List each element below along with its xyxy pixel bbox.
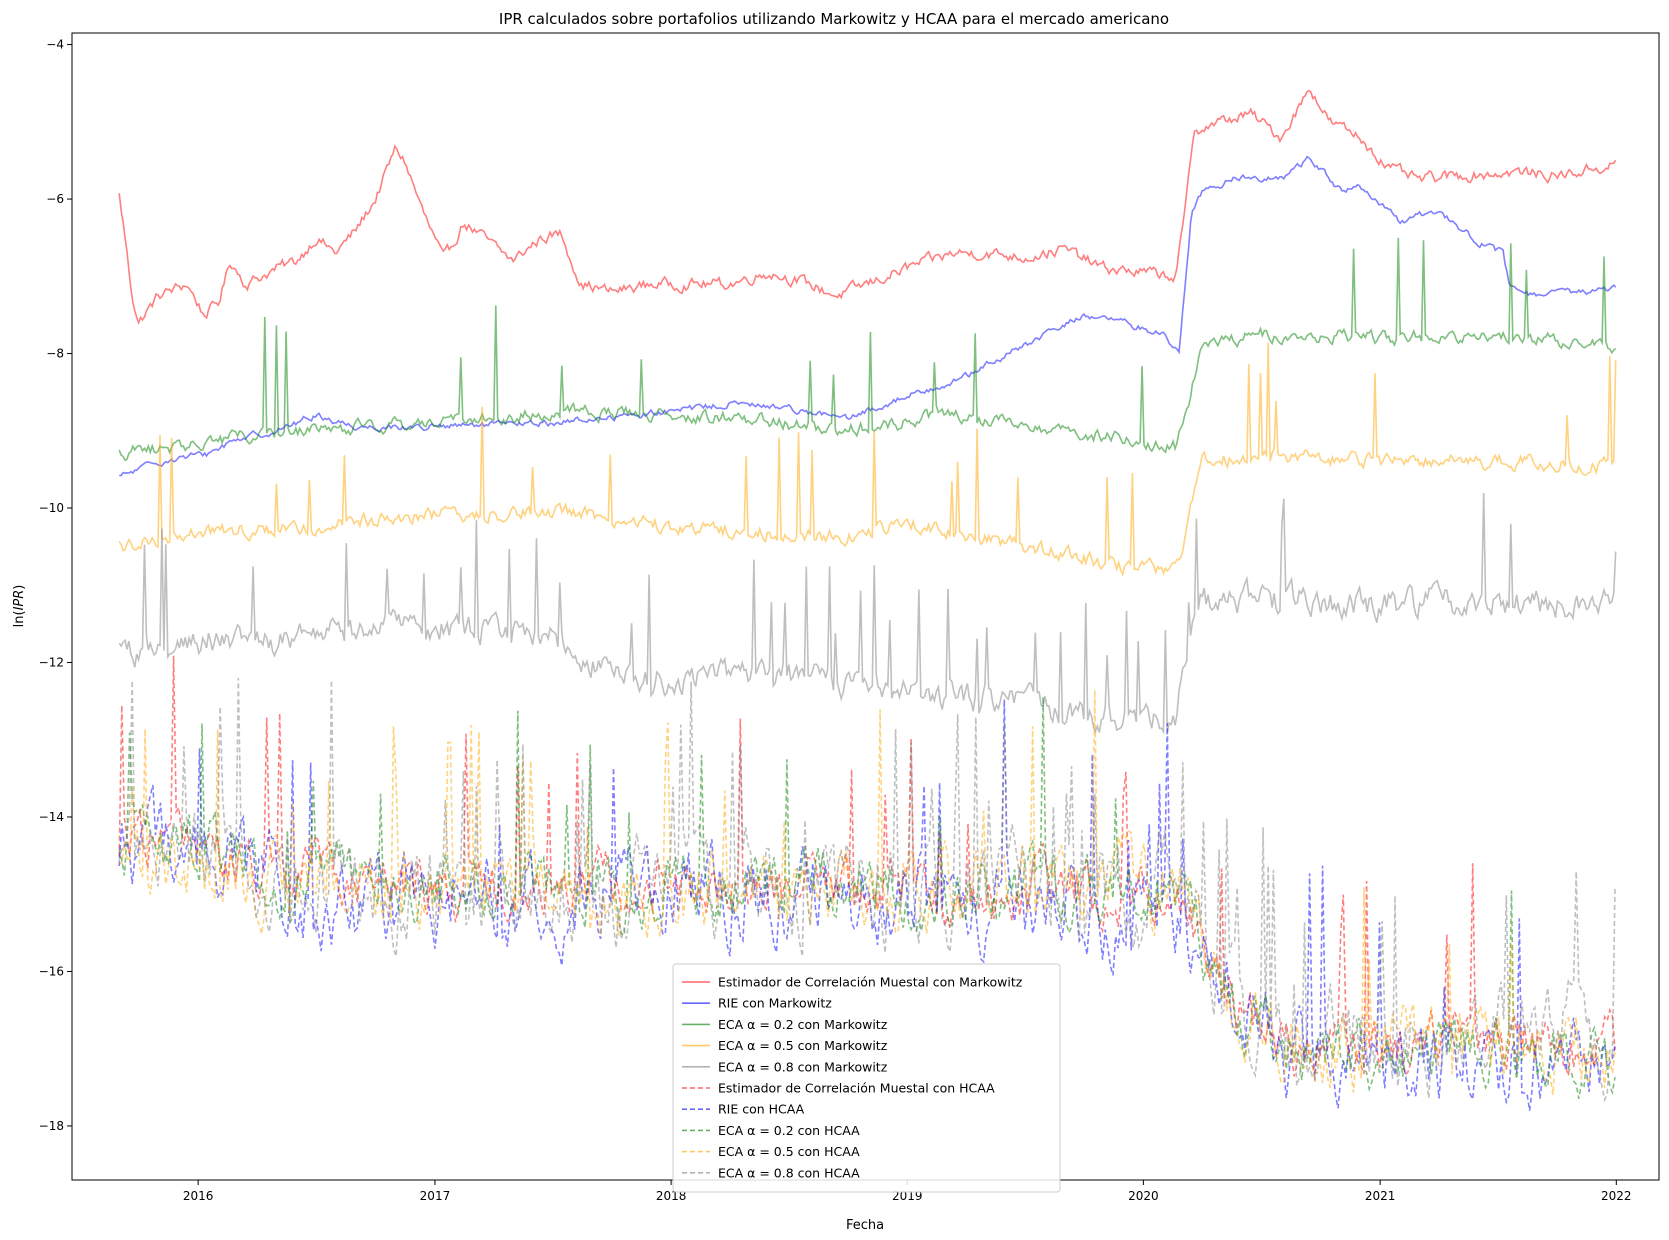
plot-area — [71, 32, 1660, 1181]
y-axis: −4 −6 −8 −10 −12 −14 −16 −18 — [39, 38, 72, 1133]
legend-label: ECA α = 0.8 con Markowitz — [718, 1059, 888, 1074]
x-tick-label: 2021 — [1365, 1189, 1396, 1203]
x-tick-label: 2022 — [1601, 1189, 1632, 1203]
legend-box — [672, 963, 1061, 1193]
y-tick-label: −14 — [39, 810, 64, 824]
x-tick-label: 2017 — [420, 1189, 451, 1203]
series-line — [118, 492, 1617, 735]
series-line — [118, 696, 1616, 1099]
legend-label: ECA α = 0.2 con Markowitz — [718, 1017, 888, 1032]
y-tick-label: −12 — [39, 655, 64, 669]
legend-label: Estimador de Correlación Muestal con Mar… — [718, 975, 1023, 990]
legend-label: Estimador de Correlación Muestal con HCA… — [718, 1081, 995, 1096]
y-tick-label: −8 — [46, 347, 64, 361]
series-layer — [118, 89, 1617, 1111]
legend-label: ECA α = 0.2 con HCAA — [718, 1123, 860, 1138]
y-tick-label: −4 — [46, 38, 64, 52]
legend: Estimador de Correlación Muestal con Mar… — [672, 963, 1061, 1193]
series-line — [118, 89, 1617, 326]
x-axis-label: Fecha — [846, 1218, 884, 1233]
y-tick-label: −16 — [39, 964, 64, 978]
series-line — [118, 689, 1616, 1095]
y-tick-label: −6 — [46, 192, 64, 206]
legend-label: ECA α = 0.5 con HCAA — [718, 1144, 860, 1159]
y-tick-label: −10 — [39, 501, 64, 515]
y-axis-label: ln(IPR) — [12, 585, 27, 628]
series-line — [118, 237, 1617, 462]
legend-label: ECA α = 0.8 con HCAA — [718, 1165, 860, 1180]
x-tick-label: 2016 — [183, 1189, 214, 1203]
legend-label: RIE con HCAA — [718, 1102, 805, 1117]
series-line — [118, 677, 1616, 1103]
y-tick-label: −18 — [39, 1119, 64, 1133]
chart-title: IPR calculados sobre portafolios utiliza… — [499, 10, 1169, 28]
legend-label: RIE con Markowitz — [718, 996, 832, 1011]
series-line — [119, 155, 1617, 477]
x-tick-label: 2020 — [1128, 1189, 1159, 1203]
legend-label: ECA α = 0.5 con Markowitz — [718, 1038, 888, 1053]
series-line — [118, 342, 1617, 578]
